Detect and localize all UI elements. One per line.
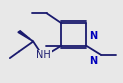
Text: N: N [89, 56, 97, 66]
Text: NH: NH [36, 50, 51, 60]
Text: N: N [89, 31, 97, 41]
Polygon shape [18, 31, 33, 42]
